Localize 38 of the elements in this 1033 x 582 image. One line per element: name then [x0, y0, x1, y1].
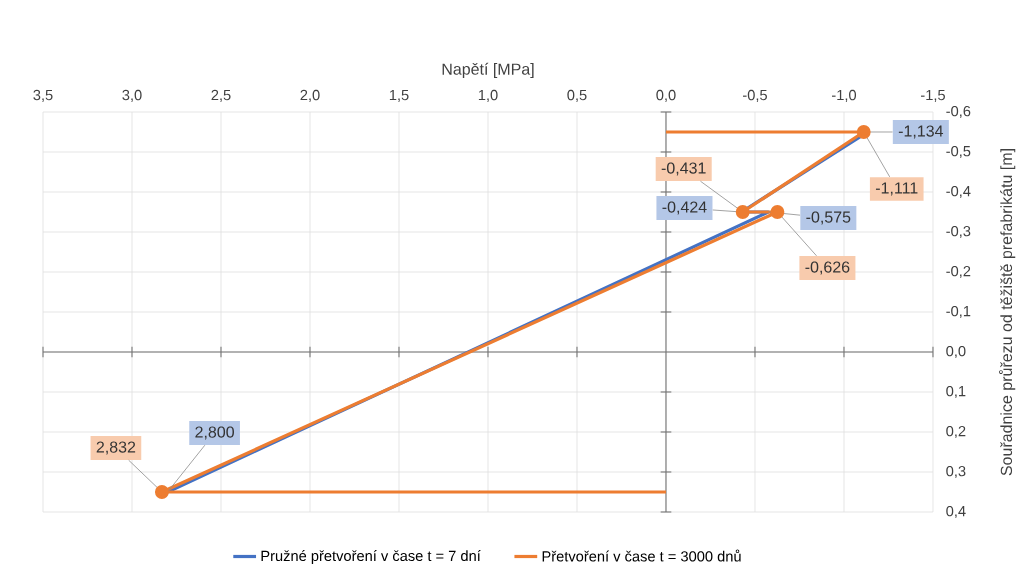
annotation: -1,111: [875, 182, 918, 196]
legend-label: Přetvoření v čase t = 3000 dnů: [542, 549, 741, 562]
x-tick-label: 1,5: [389, 89, 409, 102]
point: [154, 485, 169, 499]
y-tick-label: 0,2: [946, 425, 966, 439]
x-tick-label: 3,5: [33, 89, 53, 102]
y-tick-label: -0,3: [946, 225, 971, 239]
y-tick-label: -0,4: [946, 185, 971, 199]
annotation: -0,626: [805, 261, 850, 275]
x-tick-label: 0,0: [656, 89, 676, 102]
point: [735, 205, 750, 219]
x-tick-label: -1,5: [920, 89, 945, 102]
y-tick-label: 0,4: [946, 505, 966, 519]
y-tick-label: 0,1: [946, 385, 966, 399]
y-tick-label: -0,2: [946, 265, 971, 279]
y-tick-label: -0,6: [946, 105, 971, 119]
annotation: -0,575: [806, 211, 851, 225]
annotation: -1,134: [898, 125, 944, 139]
x-axis-title: Napětí [MPa]: [442, 62, 534, 78]
legend-label: Pružné přetvoření v čase t = 7 dní: [261, 550, 481, 564]
point: [770, 205, 785, 219]
annotation: 2,800: [195, 426, 234, 440]
x-tick-label: 0,5: [567, 89, 587, 102]
y-tick-label: 0,0: [946, 345, 966, 359]
x-tick-label: 1,0: [478, 89, 498, 102]
x-tick-label: -0,5: [743, 89, 767, 102]
y-axis-title: Souřadnice průřezu od těžiště prefabrikátu [m]: [999, 149, 1016, 476]
annotation: 2,832: [96, 441, 136, 455]
y-tick-label: -0,1: [946, 305, 971, 319]
x-tick-label: 3,0: [122, 89, 142, 102]
y-tick-label: 0,3: [946, 465, 966, 479]
y-tick-label: -0,5: [946, 145, 971, 159]
x-tick-label: -1,0: [831, 89, 857, 102]
point: [856, 125, 871, 139]
x-tick-label: 2,0: [300, 89, 320, 102]
annotation: -0,431: [661, 162, 706, 176]
x-tick-label: 2,5: [211, 89, 231, 102]
annotation: -0,424: [662, 201, 707, 215]
